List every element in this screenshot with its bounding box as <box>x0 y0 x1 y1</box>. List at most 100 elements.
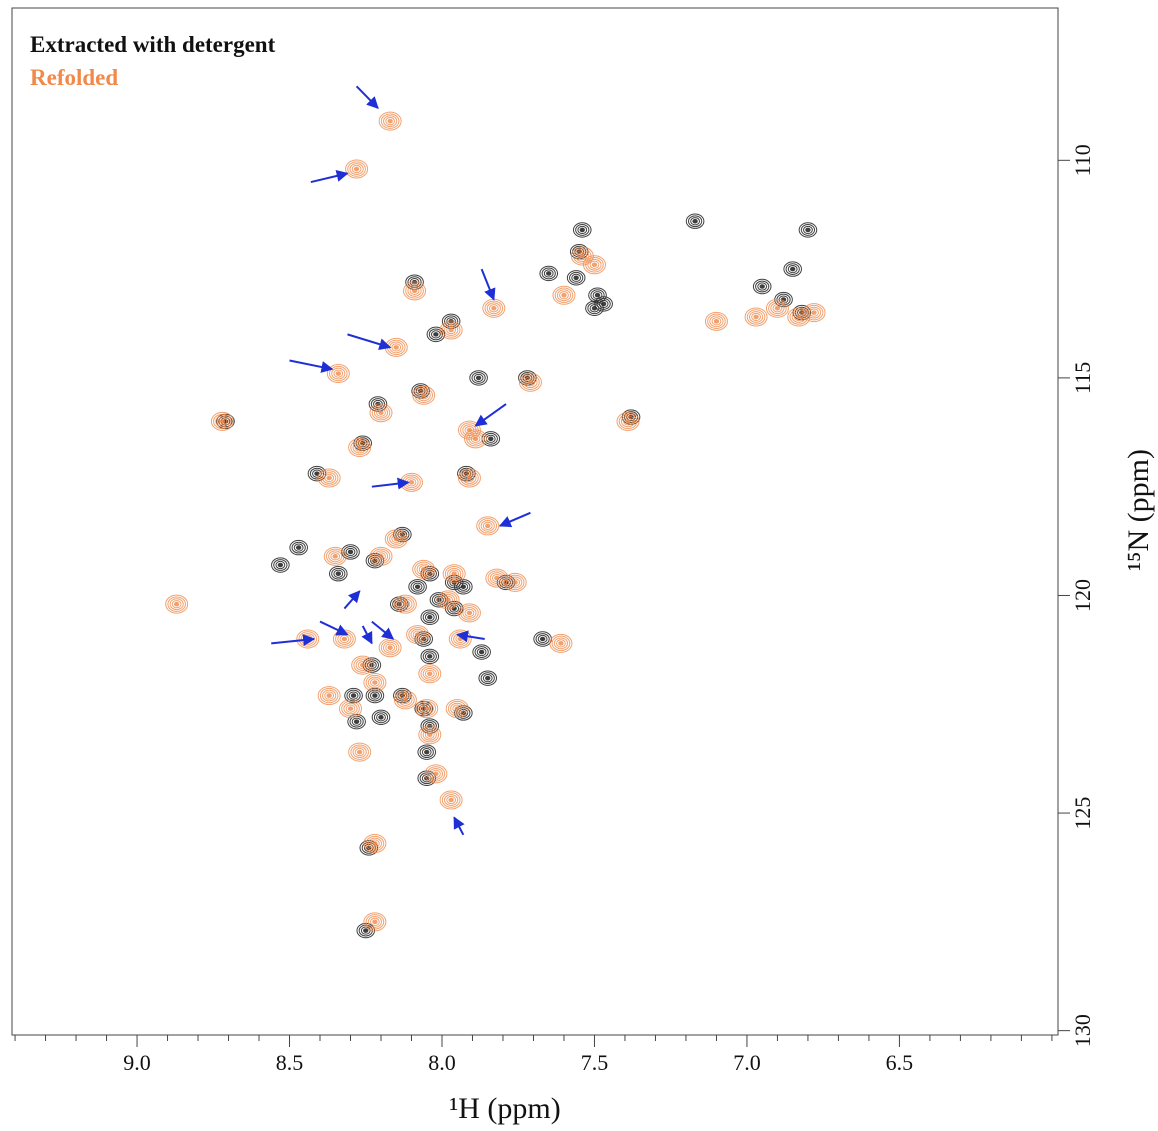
contour <box>539 636 546 642</box>
peak <box>472 644 491 660</box>
contour <box>704 311 728 331</box>
contour <box>218 415 233 428</box>
contour <box>439 320 463 340</box>
peak <box>323 546 347 566</box>
contour <box>346 689 361 702</box>
peak <box>369 403 393 423</box>
peak <box>403 281 427 301</box>
contour <box>448 797 454 803</box>
contour <box>579 253 585 259</box>
contour <box>585 257 604 273</box>
contour <box>419 746 434 759</box>
contour <box>396 692 415 708</box>
contour <box>324 691 335 700</box>
contour <box>589 304 600 313</box>
contour <box>350 693 357 698</box>
contour <box>408 480 415 485</box>
contour <box>543 269 554 278</box>
arrow <box>371 620 395 640</box>
peak <box>549 633 573 653</box>
peak <box>418 664 442 684</box>
contour <box>354 443 365 452</box>
contour <box>446 325 457 335</box>
contour <box>589 260 600 269</box>
contour <box>445 597 451 603</box>
contour <box>393 690 417 710</box>
contour <box>410 628 425 641</box>
contour <box>457 603 481 623</box>
contour <box>291 541 306 554</box>
contour <box>353 166 360 172</box>
contour <box>371 405 391 421</box>
peak <box>616 411 640 431</box>
contour <box>345 704 356 713</box>
contour <box>785 263 800 276</box>
peak <box>363 912 387 932</box>
contour <box>448 629 472 649</box>
peak <box>436 590 460 610</box>
contour <box>378 554 384 559</box>
y-tick-label: 130 <box>1070 1014 1095 1047</box>
peak <box>783 261 802 277</box>
contour <box>486 302 501 315</box>
contour <box>373 550 389 563</box>
contour <box>380 639 400 656</box>
contour <box>341 636 348 642</box>
contour <box>410 580 425 593</box>
contour <box>768 300 787 316</box>
contour <box>329 566 348 582</box>
contour <box>322 472 337 484</box>
x-tick-label: 7.0 <box>733 1050 761 1075</box>
peak <box>384 529 408 549</box>
contour <box>446 795 457 805</box>
contour <box>417 700 437 717</box>
contour <box>791 311 806 323</box>
contour <box>430 330 441 339</box>
contour <box>554 287 574 303</box>
contour <box>772 304 783 313</box>
contour <box>419 702 434 715</box>
contour <box>523 376 538 389</box>
contour <box>466 427 473 433</box>
contour <box>391 534 402 544</box>
contour <box>359 662 366 668</box>
arrow <box>371 477 410 490</box>
contour <box>347 161 366 177</box>
contour <box>464 426 475 435</box>
contour <box>348 691 359 700</box>
peak <box>457 468 481 488</box>
contour <box>804 304 824 321</box>
contour <box>444 566 464 582</box>
contour <box>414 561 433 578</box>
contour <box>579 227 585 233</box>
contour <box>335 371 342 376</box>
peak <box>363 834 387 854</box>
contour <box>692 218 698 224</box>
contour <box>351 655 375 675</box>
plot-frame <box>11 7 1059 1036</box>
contour <box>414 584 421 590</box>
peak <box>289 539 308 556</box>
peak <box>363 673 387 693</box>
arrow <box>361 625 373 645</box>
contour <box>173 601 180 607</box>
contour <box>376 552 386 561</box>
contour <box>798 222 818 238</box>
contour <box>478 518 498 534</box>
contour <box>594 292 601 298</box>
peak <box>412 559 436 579</box>
contour <box>569 271 584 284</box>
contour <box>475 375 482 381</box>
contour <box>575 250 590 262</box>
contour <box>447 700 467 717</box>
peak <box>439 790 463 810</box>
peak <box>802 303 826 323</box>
contour <box>436 590 460 610</box>
peak <box>418 725 442 745</box>
contour <box>424 613 435 622</box>
contour <box>414 387 433 404</box>
contour <box>312 469 322 478</box>
contour <box>383 115 398 128</box>
peak <box>317 686 341 706</box>
